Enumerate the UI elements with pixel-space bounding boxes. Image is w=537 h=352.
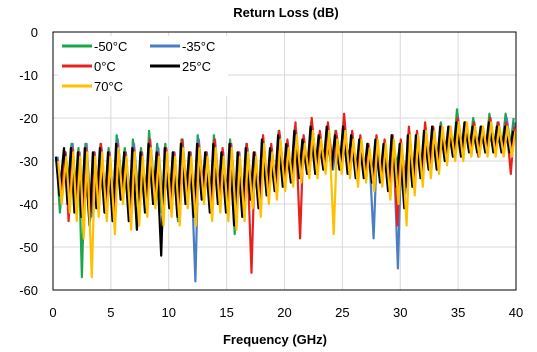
x-axis-title: Frequency (GHz)	[223, 332, 327, 347]
legend-label: 25°C	[182, 59, 211, 74]
y-tick-label: 0	[31, 25, 38, 40]
x-tick-label: 20	[277, 305, 291, 320]
x-tick-labels: 0 5 10 15 20 25 30 35 40	[49, 305, 523, 320]
y-tick-label: -50	[19, 240, 38, 255]
x-tick-label: 40	[509, 305, 523, 320]
x-tick-label: 10	[162, 305, 176, 320]
x-tick-label: 30	[393, 305, 407, 320]
plot-area-border	[52, 31, 517, 291]
x-tick-label: 5	[107, 305, 114, 320]
y-tick-label: -10	[19, 68, 38, 83]
series-line	[54, 121, 515, 257]
x-tick-label: 15	[219, 305, 233, 320]
legend-label: -50°C	[94, 39, 127, 54]
legend-label: 70°C	[94, 79, 123, 94]
chart-title: Return Loss (dB)	[233, 5, 338, 20]
legend: -50°C -35°C 0°C 25°C 70°C	[58, 36, 228, 96]
series-line	[57, 121, 517, 279]
series-line	[55, 108, 515, 279]
legend-label: -35°C	[182, 39, 215, 54]
x-tick-label: 35	[451, 305, 465, 320]
y-tick-labels: 0 -10 -20 -30 -40 -50 -60	[19, 25, 38, 298]
y-tick-label: -60	[19, 283, 38, 298]
x-tick-label: 25	[335, 305, 349, 320]
y-tick-label: -40	[19, 197, 38, 212]
y-tick-label: -30	[19, 154, 38, 169]
x-tick-label: 0	[49, 305, 56, 320]
series-layer	[54, 108, 517, 283]
series-line	[56, 112, 516, 274]
legend-label: 0°C	[94, 59, 116, 74]
y-tick-label: -20	[19, 111, 38, 126]
